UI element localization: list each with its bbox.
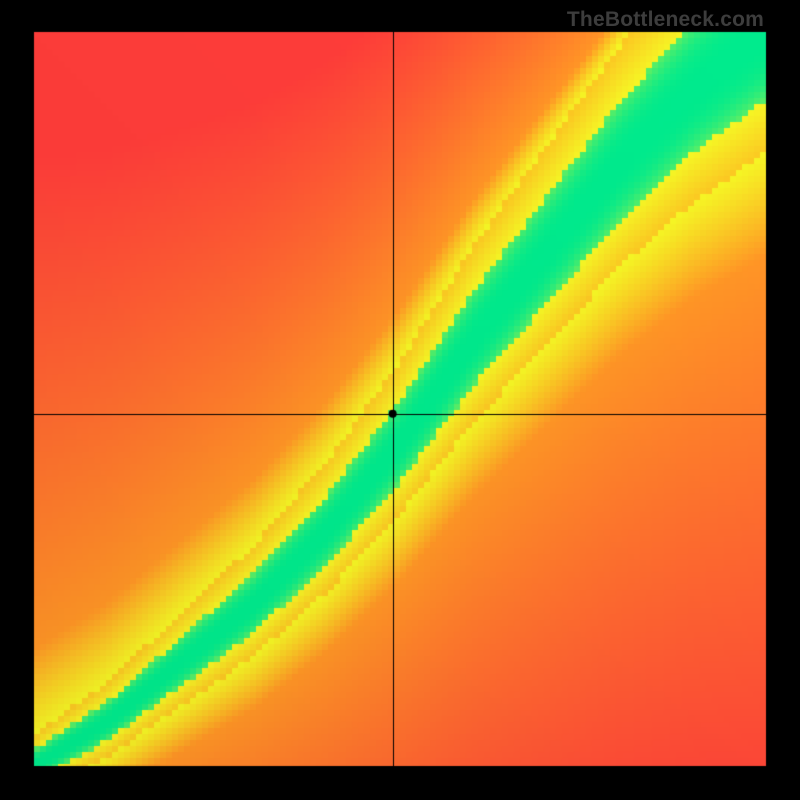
watermark-text: TheBottleneck.com [567,8,764,32]
chart-root: TheBottleneck.com [0,0,800,800]
bottleneck-heatmap [0,0,800,800]
